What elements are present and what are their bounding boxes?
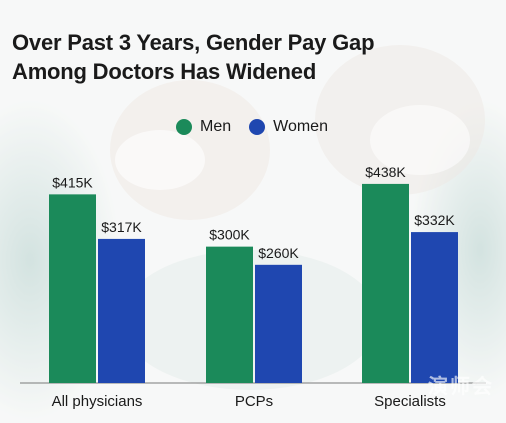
chart-title-line-2: Among Doctors Has Widened — [12, 59, 317, 84]
legend-item-women: Women — [249, 118, 328, 136]
bar-men-specialists — [362, 183, 409, 383]
watermark-text: 演师会 — [428, 376, 494, 398]
data-label-women-all-physicians: $317K — [101, 219, 142, 235]
x-tick-label-pcps: PCPs — [235, 393, 273, 410]
chart-title: Over Past 3 Years, Gender Pay Gap Among … — [12, 28, 375, 86]
data-label-men-all-physicians: $415K — [52, 174, 93, 190]
bar-women-pcps — [255, 264, 302, 383]
data-label-men-specialists: $438K — [365, 164, 406, 180]
legend-item-men: Men — [176, 118, 231, 136]
bar-women-all-physicians — [98, 238, 145, 383]
legend-label-men: Men — [200, 118, 232, 135]
bar-men-pcps — [206, 246, 253, 383]
x-tick-label-all-physicians: All physicians — [52, 393, 143, 410]
data-label-men-pcps: $300K — [209, 227, 250, 243]
data-label-women-pcps: $260K — [258, 245, 299, 261]
bar-women-specialists — [411, 232, 458, 383]
legend-swatch-men — [176, 119, 192, 135]
x-tick-label-specialists: Specialists — [374, 393, 446, 410]
bar-men-all-physicians — [49, 194, 96, 383]
chart-legend: Men Women — [176, 118, 328, 136]
legend-label-women: Women — [273, 118, 328, 135]
data-label-women-specialists: $332K — [414, 212, 455, 228]
legend-swatch-women — [249, 119, 266, 135]
chart-title-line-1: Over Past 3 Years, Gender Pay Gap — [12, 30, 375, 55]
